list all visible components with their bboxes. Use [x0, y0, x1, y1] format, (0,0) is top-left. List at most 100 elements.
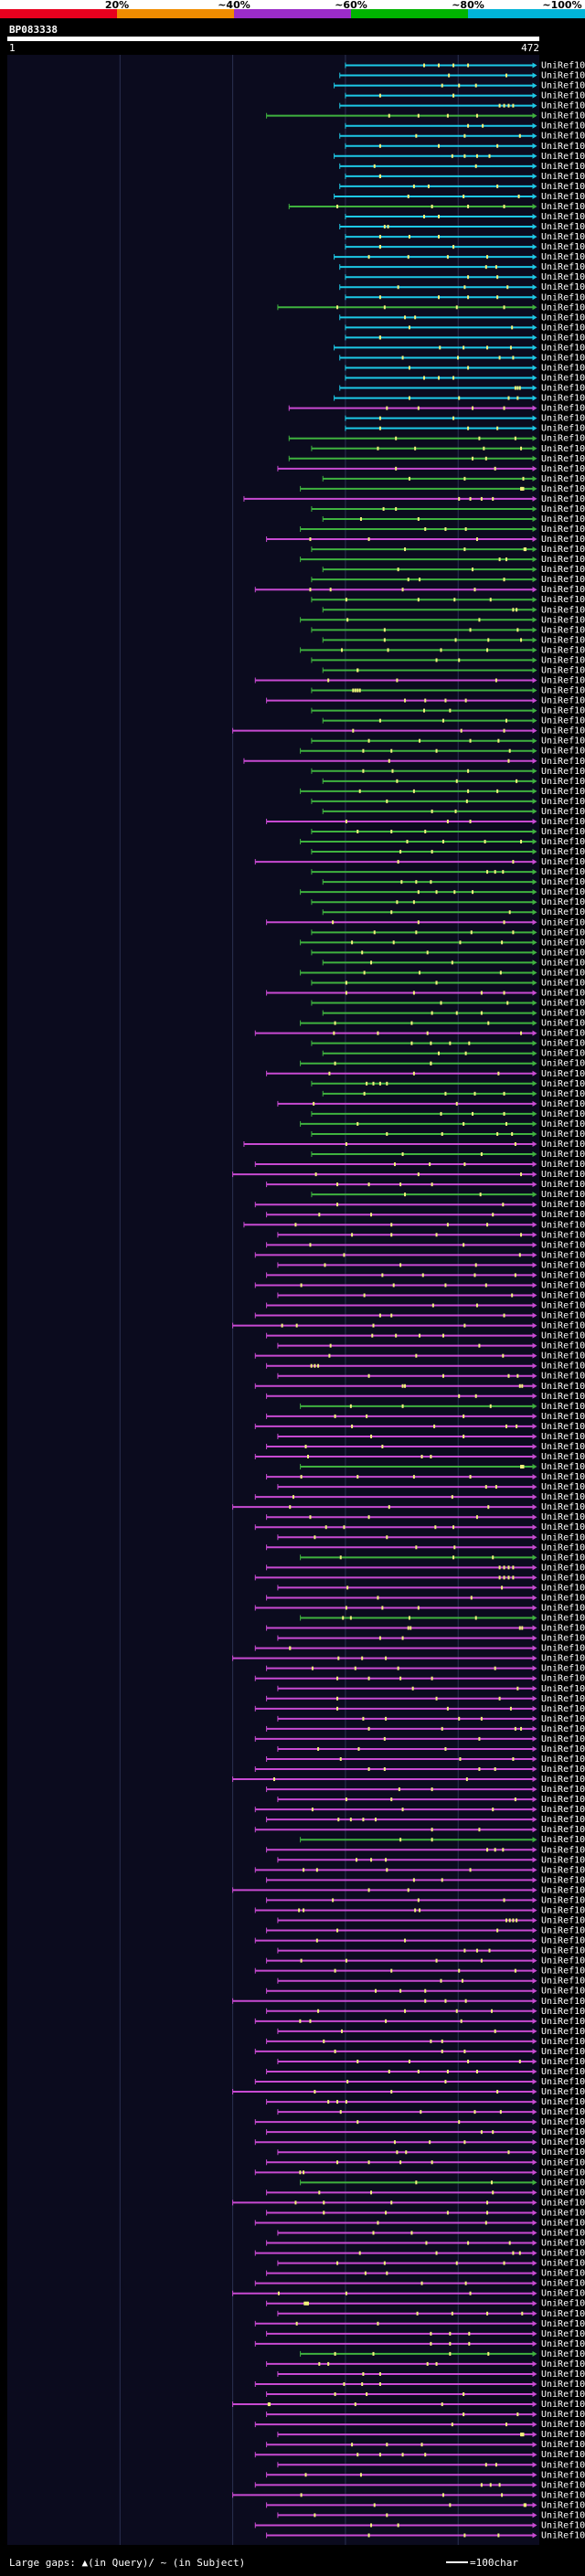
hit-label[interactable]: UniRef100_C1E437 [541, 1532, 585, 1542]
hit-label[interactable]: UniRef100_B1ZGK9 [541, 2168, 585, 2178]
hit-row[interactable]: UniRef100_Q59NK5 [266, 2269, 585, 2279]
hit-label[interactable]: UniRef100_C1FED3 [541, 2067, 585, 2077]
hit-row[interactable]: UniRef100_B4QDW2 [266, 2359, 585, 2369]
hit-row[interactable]: UniRef100_Q43697 [339, 132, 585, 142]
hit-label[interactable]: UniRef100_C1FJL3 [541, 1775, 585, 1785]
hit-row[interactable]: UniRef100_Q1PEJ6 [254, 2420, 585, 2430]
hit-row[interactable]: UniRef100_Q1PDU7 [266, 1754, 585, 1765]
hit-row[interactable]: UniRef100_B9HQ44 [300, 1835, 585, 1845]
hit-label[interactable]: UniRef100_Q4L6D5 [541, 1099, 585, 1109]
hit-label[interactable]: UniRef100_Q40793 [541, 635, 585, 645]
hit-label[interactable]: UniRef100_B7PK12 [541, 1855, 585, 1865]
hit-label[interactable]: UniRef100_B9RRC0 [541, 777, 585, 787]
hit-label[interactable]: UniRef100_Q304C4 [541, 978, 585, 988]
hit-label[interactable]: UniRef100_Q93TM8 [541, 494, 585, 504]
hit-row[interactable]: UniRef100_Q6R1B5 [339, 384, 585, 394]
hit-row[interactable]: UniRef100_A2WD26 [277, 2147, 585, 2157]
hit-label[interactable]: UniRef100_Q01947 [541, 1190, 585, 1200]
hit-label[interactable]: UniRef100_A7Q8L0 [541, 2329, 585, 2339]
hit-row[interactable]: UniRef100_Q04B16 [277, 2027, 585, 2037]
hit-row[interactable]: UniRef100_B0TG11 [277, 1946, 585, 1956]
hit-label[interactable]: UniRef100_Q5S9H4 [541, 2097, 585, 2107]
hit-row[interactable]: UniRef100_C7YRZ5 [232, 2289, 585, 2299]
hit-label[interactable]: UniRef100_Q43691 [541, 302, 585, 313]
hit-label[interactable]: UniRef100_Q9FG96 [541, 474, 585, 484]
hit-row[interactable]: UniRef100_B9N4U0 [254, 1311, 585, 1321]
hit-row[interactable]: UniRef100_C6TK91 [345, 172, 585, 182]
hit-label[interactable]: UniRef100_Q8LJK0 [541, 545, 585, 555]
hit-row[interactable]: UniRef100_Q44415 [311, 928, 585, 938]
hit-row[interactable]: UniRef100_A4S603 [266, 1664, 585, 1674]
hit-label[interactable]: UniRef100_B8A7W6 [541, 1875, 585, 1885]
hit-label[interactable]: UniRef100_Q9FSS0 [541, 747, 585, 757]
hit-row[interactable]: UniRef100_B9ARC0 [345, 323, 585, 333]
hit-label[interactable]: UniRef100_Q7VQ80 [541, 1019, 585, 1029]
hit-row[interactable]: UniRef100_B9GBN7 [254, 1280, 585, 1290]
hit-row[interactable]: UniRef100_Q42421 [254, 2480, 585, 2490]
hit-label[interactable]: UniRef100_Q70L26 [541, 71, 585, 81]
hit-label[interactable]: UniRef100_Q7Z2U3 [541, 1895, 585, 1905]
hit-label[interactable]: UniRef100_Q40503 [541, 917, 585, 928]
hit-row[interactable]: UniRef100_B9RRC0 [322, 777, 585, 787]
hit-label[interactable]: UniRef100_A1R3A0 [541, 1039, 585, 1049]
hit-row[interactable]: UniRef100_Q9G9V7 [277, 1714, 585, 1724]
hit-label[interactable]: UniRef100_Q9T0L0 [541, 565, 585, 575]
hit-row[interactable]: UniRef100_Q43586 [277, 1432, 585, 1442]
hit-row[interactable]: UniRef100_UP1000... [254, 1029, 585, 1039]
hit-label[interactable]: UniRef100_Q43504 [541, 2309, 585, 2319]
hit-row[interactable]: UniRef100_Q9M1H0 [311, 444, 585, 454]
hit-row[interactable]: UniRef100_Q3L249 [266, 1362, 585, 1372]
hit-label[interactable]: UniRef100_Q0C669 [541, 353, 585, 363]
hit-row[interactable]: UniRef100_Q5B1B0 [254, 2279, 585, 2289]
hit-label[interactable]: UniRef100_Q9FFW5 [541, 2157, 585, 2168]
hit-label[interactable]: UniRef100_UP1000... [541, 1140, 585, 1150]
hit-row[interactable]: UniRef100_C3MCE3 [300, 2349, 585, 2359]
hit-label[interactable]: UniRef100_Q42421 [541, 2480, 585, 2490]
hit-row[interactable]: UniRef100_Q01944 [345, 424, 585, 434]
hit-row[interactable]: UniRef100_P06599 [345, 363, 585, 373]
hit-label[interactable]: UniRef100_B9GBN7 [541, 1280, 585, 1290]
hit-row[interactable]: UniRef100_Q9FJ20 [277, 1341, 585, 1352]
hit-label[interactable]: UniRef100_A0TW14 [541, 1624, 585, 1634]
hit-row[interactable]: UniRef100_UP1000... [232, 1654, 585, 1664]
hit-row[interactable]: UniRef100_Q5CLM1 [254, 2017, 585, 2027]
hit-label[interactable]: UniRef100_Q1EP18 [541, 2430, 585, 2440]
hit-label[interactable]: UniRef100_A5VX67 [541, 2178, 585, 2188]
hit-row[interactable]: UniRef100_Q9RIB6 [311, 1150, 585, 1160]
hit-row[interactable]: UniRef100_B9GJD0 [254, 857, 585, 867]
hit-row[interactable]: UniRef100_UP1000... [254, 1936, 585, 1946]
hit-row[interactable]: UniRef100_Q9SPH0 [266, 1563, 585, 1573]
hit-label[interactable]: UniRef100_Q09082 [541, 192, 585, 202]
hit-label[interactable]: UniRef100_Q43226 [541, 1492, 585, 1502]
hit-row[interactable]: UniRef100_UP1000... [277, 464, 585, 474]
hit-row[interactable]: UniRef100_A8J790 [232, 1997, 585, 2007]
hit-row[interactable]: UniRef100_Q9LUQ8 [254, 1674, 585, 1684]
hit-row[interactable]: UniRef100_UP1000... [266, 1331, 585, 1341]
hit-row[interactable]: UniRef100_Q9STN1 [266, 696, 585, 706]
hit-row[interactable]: UniRef100_B9MVJ9 [277, 1290, 585, 1300]
hit-label[interactable]: UniRef100_Q40768 [541, 374, 585, 384]
hit-label[interactable]: UniRef100_B9S9M7 [541, 2510, 585, 2520]
hit-row[interactable]: UniRef100_Q65760 [288, 202, 585, 212]
hit-row[interactable]: UniRef100_A5J5U0 [254, 2380, 585, 2390]
hit-row[interactable]: UniRef100_UP1000... [288, 454, 585, 464]
hit-row[interactable]: UniRef100_Q9SXE1 [345, 232, 585, 242]
hit-label[interactable]: UniRef100_Q3KTH6 [541, 1230, 585, 1240]
hit-label[interactable]: UniRef100_Q9HES6 [541, 1553, 585, 1563]
hit-label[interactable]: UniRef100_Q9BTL0 [541, 2047, 585, 2057]
hit-label[interactable]: UniRef100_Q2A0D3 [541, 575, 585, 585]
hit-row[interactable]: UniRef100_Q3KTH6 [277, 1230, 585, 1240]
hit-row[interactable]: UniRef100_Q43809 [243, 757, 585, 767]
hit-label[interactable]: UniRef100_A7Y756 [541, 2007, 585, 2017]
hit-label[interactable]: UniRef100_A4UFD4 [541, 2137, 585, 2147]
hit-row[interactable]: UniRef100_Q44259 [254, 1352, 585, 1362]
hit-label[interactable]: UniRef100_UP1000... [541, 897, 585, 907]
hit-label[interactable]: UniRef100_B9M7Q5 [541, 686, 585, 696]
hit-row[interactable]: UniRef100_Q3EC53 [300, 968, 585, 978]
hit-label[interactable]: UniRef100_UP1000... [541, 1220, 585, 1230]
hit-label[interactable]: UniRef100_Q43809 [541, 757, 585, 767]
hit-row[interactable]: UniRef100_Q2A9D1 [254, 585, 585, 595]
hit-row[interactable]: UniRef100_Q01943 [339, 162, 585, 172]
hit-row[interactable]: UniRef100_Q01945 [345, 61, 585, 71]
hit-label[interactable]: UniRef100_Q4A2U1 [541, 1684, 585, 1694]
